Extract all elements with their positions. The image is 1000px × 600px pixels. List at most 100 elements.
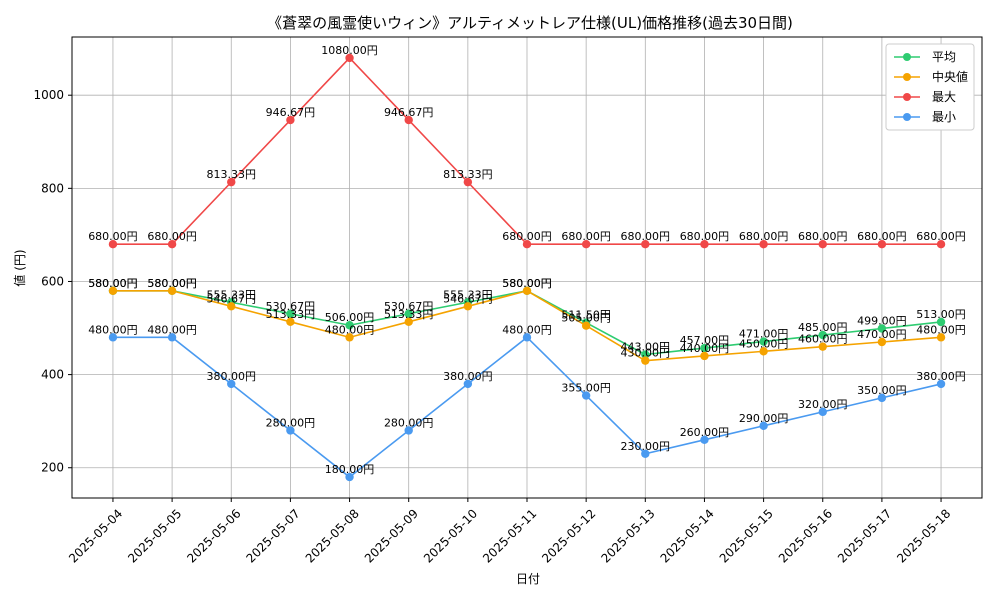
data-point — [700, 343, 709, 353]
data-label: 813.33円 — [207, 168, 257, 181]
data-point — [227, 177, 236, 187]
data-label: 680.00円 — [916, 230, 966, 243]
data-label: 430.00円 — [621, 347, 671, 360]
data-label: 680.00円 — [561, 230, 611, 243]
data-point — [700, 435, 709, 444]
data-label: 513.00円 — [916, 308, 966, 321]
data-label: 320.00円 — [798, 398, 848, 411]
data-point — [404, 317, 413, 327]
data-label: 511.50円 — [561, 309, 611, 322]
data-point — [877, 393, 887, 403]
data-label: 580.00円 — [88, 277, 138, 290]
data-label: 457.00円 — [680, 334, 730, 347]
data-point — [108, 240, 118, 249]
data-label: 506.00円 — [325, 311, 375, 324]
data-label: 946.67円 — [384, 106, 434, 119]
x-tick-label: 2025-05-07 — [244, 506, 303, 565]
legend-swatch-marker — [903, 53, 911, 61]
data-label: 546.67円 — [207, 292, 257, 305]
data-label: 380.00円 — [443, 370, 493, 383]
data-point — [286, 115, 295, 125]
data-point — [581, 391, 591, 400]
data-point — [522, 240, 532, 249]
data-point — [877, 324, 887, 333]
data-label: 530.67円 — [266, 300, 316, 313]
data-point — [463, 302, 473, 311]
x-tick-label: 2025-05-13 — [598, 506, 657, 565]
legend-box — [885, 43, 975, 131]
x-tick-label: 2025-05-08 — [303, 506, 362, 565]
data-point — [700, 240, 709, 249]
data-point — [641, 356, 650, 365]
data-point — [936, 379, 946, 389]
data-point — [345, 472, 354, 482]
y-tick-label: 200 — [41, 461, 64, 475]
data-label: 580.00円 — [502, 277, 552, 290]
y-tick-label: 1000 — [33, 88, 64, 102]
data-label: 280.00円 — [384, 416, 434, 429]
data-label: 290.00円 — [739, 412, 789, 425]
data-point — [522, 333, 532, 342]
data-label: 555.33円 — [207, 288, 257, 301]
data-label: 530.67円 — [384, 300, 434, 313]
data-point — [227, 379, 236, 389]
data-point — [581, 321, 591, 330]
x-tick-label: 2025-05-06 — [184, 506, 243, 565]
x-tick-label: 2025-05-11 — [480, 506, 539, 565]
data-point — [108, 286, 118, 295]
data-point — [404, 309, 413, 318]
data-label: 680.00円 — [88, 230, 138, 243]
x-tick-label: 2025-05-09 — [362, 506, 421, 565]
data-label: 580.00円 — [88, 277, 138, 290]
chart-title: 《蒼翠の風霊使いウィン》アルティメットレア仕様(UL)価格推移(過去30日間) — [267, 14, 793, 32]
data-point — [641, 240, 650, 249]
data-label: 355.00円 — [561, 382, 611, 395]
x-tick-label: 2025-05-18 — [894, 506, 953, 565]
legend-swatch-marker — [903, 113, 911, 121]
data-point — [641, 449, 650, 458]
data-point — [641, 350, 650, 359]
data-point — [877, 240, 887, 249]
data-label: 555.33円 — [443, 288, 493, 301]
grid — [72, 37, 982, 498]
data-label: 280.00円 — [266, 416, 316, 429]
legend-swatch-marker — [903, 93, 911, 101]
data-point — [345, 333, 354, 342]
legend-entry: 中央値 — [932, 69, 968, 84]
data-point — [167, 240, 177, 249]
data-label: 350.00円 — [857, 384, 907, 397]
data-label: 380.00円 — [207, 370, 257, 383]
y-tick-label: 800 — [41, 181, 64, 195]
data-point — [581, 240, 591, 249]
x-axis-label: 日付 — [516, 572, 540, 586]
data-point — [108, 333, 118, 342]
data-label: 1080.00円 — [321, 44, 378, 57]
y-tick-label: 600 — [41, 274, 64, 288]
x-tick-label: 2025-05-14 — [658, 506, 717, 565]
x-tick-label: 2025-05-05 — [125, 506, 184, 565]
data-label: 180.00円 — [325, 463, 375, 476]
data-point — [404, 115, 413, 125]
x-tick-label: 2025-05-17 — [835, 506, 894, 565]
legend-entry: 最大 — [932, 90, 956, 104]
series-layer — [108, 53, 946, 482]
data-label: 680.00円 — [147, 230, 197, 243]
data-point — [700, 351, 709, 361]
x-tick-label: 2025-05-16 — [776, 506, 835, 565]
data-point — [818, 240, 827, 249]
x-tick-label: 2025-05-12 — [539, 506, 598, 565]
data-point — [818, 407, 827, 417]
legend-swatch-marker — [903, 73, 911, 81]
data-point — [463, 379, 473, 389]
data-point — [759, 240, 768, 249]
data-label: 946.67円 — [266, 106, 316, 119]
data-label: 546.67円 — [443, 292, 493, 305]
data-point — [286, 317, 295, 327]
data-label: 513.33円 — [384, 308, 434, 321]
data-label: 440.00円 — [680, 342, 730, 355]
y-axis-label: 値 (円) — [12, 249, 27, 286]
data-point — [345, 53, 354, 63]
data-label: 380.00円 — [916, 370, 966, 383]
